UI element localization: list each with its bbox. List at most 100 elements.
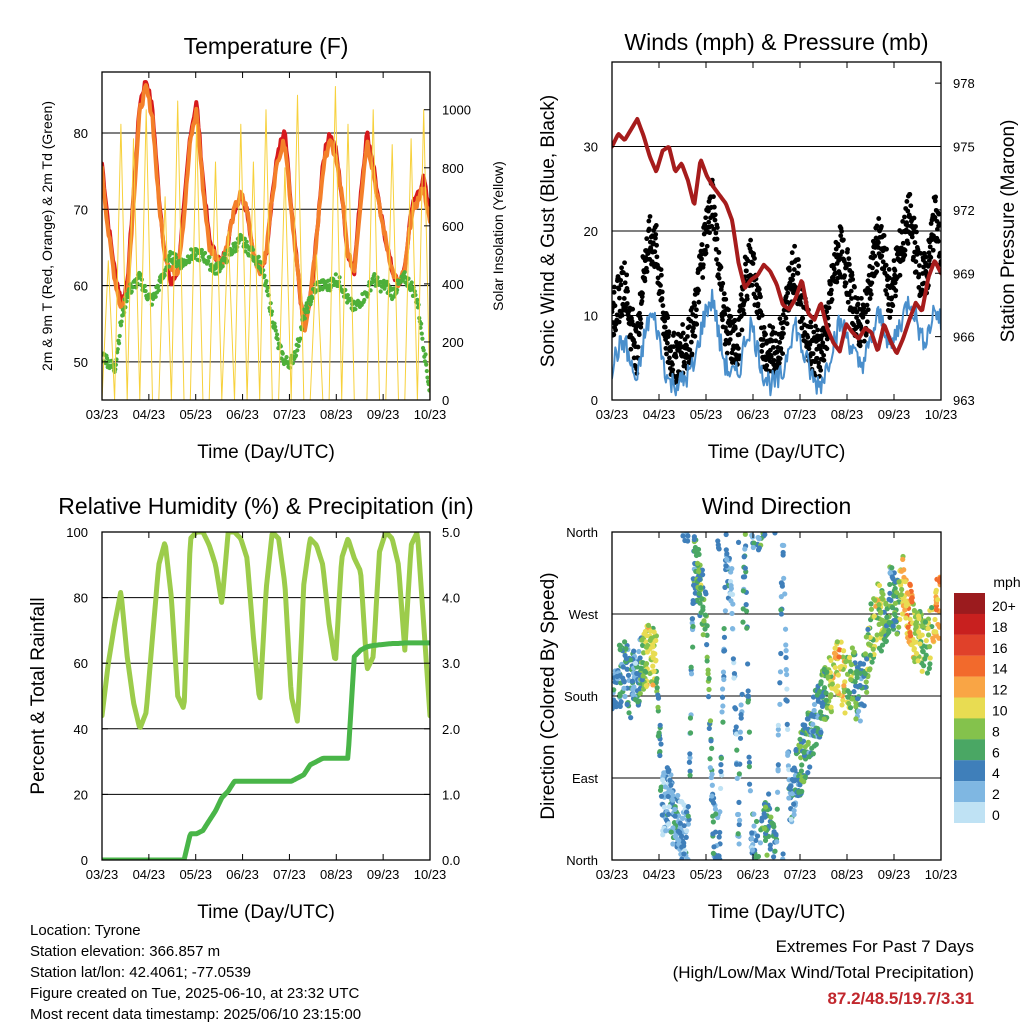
direction-point (798, 768, 804, 774)
series-black-point (860, 314, 866, 320)
series-black-point (796, 263, 802, 269)
speed-legend-swatch (954, 802, 985, 823)
direction-point (715, 853, 721, 859)
direction-point (650, 655, 656, 661)
series-black-point (870, 265, 875, 271)
direction-point (774, 806, 780, 812)
direction-point (853, 716, 859, 722)
series-black-point (744, 268, 749, 274)
direction-point (845, 694, 851, 700)
series-black-point (758, 294, 763, 300)
series-black-point (760, 342, 766, 348)
speed-legend-label: 20+ (992, 598, 1016, 614)
series-black-point (752, 256, 757, 261)
series-black-point (799, 325, 805, 331)
series-black-point (814, 346, 820, 352)
direction-point (691, 582, 697, 588)
series-green-point (250, 247, 256, 252)
series-black-point (646, 226, 652, 232)
winds-xlabel: Time (Day/UTC) (708, 442, 846, 463)
temperature-y2tick-label: 200 (442, 335, 464, 350)
series-black-point (928, 255, 934, 260)
panel-humidity: Relative Humidity (%) & Precipitation (i… (28, 493, 474, 923)
direction-point (866, 641, 872, 647)
series-green-point (130, 285, 136, 290)
direction-point (658, 793, 665, 799)
winds-data (612, 117, 941, 397)
series-black-point (911, 254, 916, 260)
direction-point (745, 693, 752, 699)
series-black-point (880, 259, 886, 265)
direction-point (818, 729, 824, 735)
series-black-point (914, 229, 919, 235)
series-black-point (628, 346, 634, 352)
direction-point (656, 730, 662, 736)
series-black-point (727, 337, 733, 342)
direction-point (705, 694, 712, 700)
direction-point (654, 685, 660, 691)
direction-point (720, 719, 726, 725)
direction-point (749, 830, 755, 836)
location-text: Location: Tyrone (30, 922, 141, 939)
series-green-point (156, 288, 161, 293)
direction-point (693, 552, 700, 559)
series-black-point (879, 253, 885, 259)
direction-point (766, 791, 772, 797)
direction-point (622, 639, 628, 645)
direction-point (784, 671, 790, 678)
temperature-y2tick-label: 800 (442, 161, 464, 176)
direction-point (662, 784, 669, 790)
direction-point (805, 741, 811, 747)
series-black-point (658, 267, 664, 272)
direction-data (612, 532, 941, 860)
series-black-point (716, 250, 722, 255)
direction-point (751, 823, 757, 829)
series-black-point (932, 214, 938, 220)
temperature-xtick-label: 08/23 (320, 407, 353, 422)
direction-point (880, 596, 886, 602)
direction-point (692, 544, 699, 551)
series-green-point (261, 268, 266, 273)
series-black-point (642, 278, 648, 284)
humidity-ytick-label: 0 (81, 853, 88, 868)
series-black-point (913, 259, 919, 264)
series-green-point (273, 328, 278, 333)
series-black-point (714, 257, 719, 262)
speed-legend-swatch (954, 593, 985, 614)
series-black-point (680, 322, 686, 327)
series-black-point (699, 242, 705, 248)
direction-point (846, 654, 853, 661)
humidity-ytick-label: 100 (66, 525, 88, 540)
direction-point (716, 546, 722, 552)
series-green-point (305, 309, 311, 314)
series-black-point (636, 332, 642, 338)
direction-ytick-label: North (566, 525, 598, 540)
series-black-point (658, 272, 664, 278)
series-orange-line (102, 83, 430, 333)
series-black-point (810, 351, 816, 357)
direction-point (778, 607, 784, 613)
series-black-point (749, 282, 755, 288)
direction-point (717, 809, 723, 815)
humidity-ytick-label: 40 (74, 722, 88, 737)
direction-point (613, 704, 619, 710)
direction-point (778, 580, 785, 586)
winds-xtick-label: 06/23 (737, 407, 770, 422)
direction-point (647, 628, 654, 634)
direction-point (855, 708, 862, 714)
direction-point (710, 800, 717, 806)
direction-point (736, 799, 742, 805)
series-black-point (927, 244, 933, 250)
direction-point (933, 629, 939, 635)
series-black-point (711, 204, 717, 210)
series-black-point (892, 280, 898, 286)
winds-y2label: Station Pressure (Maroon) (998, 120, 1019, 343)
series-green-point (256, 254, 261, 259)
series-black-point (846, 256, 852, 262)
direction-point (647, 670, 653, 677)
series-green-point (138, 272, 143, 277)
series-black-point (677, 341, 683, 346)
series-black-point (845, 299, 851, 305)
humidity-ytick-label: 80 (74, 591, 88, 606)
direction-point (704, 632, 710, 638)
